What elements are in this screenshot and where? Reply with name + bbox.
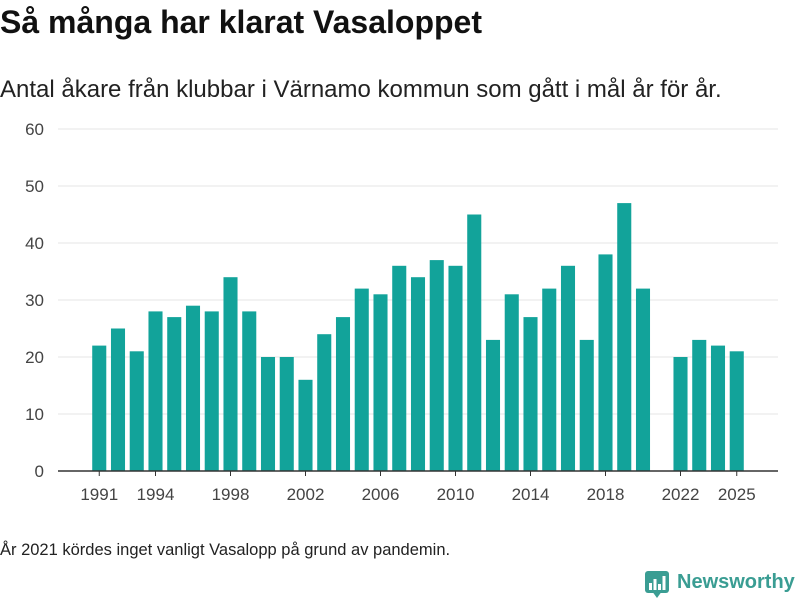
bar-2010 bbox=[448, 265, 463, 471]
y-tick-label-50: 50 bbox=[25, 177, 44, 196]
chart-footnote: År 2021 kördes inget vanligt Vasalopp på… bbox=[0, 541, 451, 559]
bar-2022 bbox=[673, 357, 688, 471]
bar-2025 bbox=[729, 351, 744, 471]
bar-2018 bbox=[598, 254, 613, 471]
x-tick-label-2025: 2025 bbox=[718, 485, 756, 504]
bar-2001 bbox=[279, 357, 294, 471]
x-tick-label-2022: 2022 bbox=[662, 485, 700, 504]
bar-1992 bbox=[110, 328, 126, 471]
bar-1995 bbox=[167, 317, 182, 471]
bar-1996 bbox=[185, 305, 201, 471]
plot-area: 0 10 20 30 40 50 60 1991 1994 1998 2002 2006 2010 201… bbox=[25, 120, 778, 504]
x-tick-label-2006: 2006 bbox=[362, 485, 400, 504]
bar-2009 bbox=[429, 260, 444, 471]
bar-2024 bbox=[710, 345, 726, 471]
bar-1998 bbox=[223, 277, 238, 471]
bar-1999 bbox=[242, 311, 257, 471]
bar-2023 bbox=[692, 339, 707, 471]
bar-2003 bbox=[317, 334, 332, 471]
bar-1994 bbox=[148, 311, 163, 471]
bar-2008 bbox=[410, 277, 426, 471]
bar-2012 bbox=[485, 339, 501, 471]
newsworthy-logo-text: Newsworthy bbox=[677, 571, 795, 593]
bar-2013 bbox=[504, 294, 519, 471]
y-tick-label-0: 0 bbox=[35, 462, 44, 481]
x-tick-label-1998: 1998 bbox=[212, 485, 250, 504]
newsworthy-bar-chart-icon bbox=[645, 571, 669, 598]
chart-title: Så många har klarat Vasaloppet bbox=[0, 4, 482, 40]
x-tick-label-2018: 2018 bbox=[587, 485, 625, 504]
bar-2020 bbox=[635, 288, 651, 471]
bar-2006 bbox=[373, 294, 388, 471]
bar-2016 bbox=[560, 265, 576, 471]
bar-2019 bbox=[617, 203, 632, 471]
x-tick-label-1994: 1994 bbox=[137, 485, 175, 504]
y-axis: 0 10 20 30 40 50 60 bbox=[25, 120, 44, 481]
bar-2005 bbox=[354, 288, 369, 471]
x-tick-label-1991: 1991 bbox=[80, 485, 118, 504]
x-axis: 1991 1994 1998 2002 2006 2010 2014 2018 2022 2025 bbox=[58, 470, 778, 504]
bar-2017 bbox=[579, 339, 594, 471]
bar-2000 bbox=[260, 357, 276, 471]
bar-2011 bbox=[467, 214, 482, 471]
y-tick-label-20: 20 bbox=[25, 348, 44, 367]
y-tick-label-30: 30 bbox=[25, 291, 44, 310]
y-tick-label-40: 40 bbox=[25, 234, 44, 253]
y-tick-label-10: 10 bbox=[25, 405, 44, 424]
x-tick-label-2002: 2002 bbox=[287, 485, 325, 504]
bar-1997 bbox=[204, 311, 219, 471]
bar-2014 bbox=[523, 317, 538, 471]
chart-subtitle: Antal åkare från klubbar i Värnamo kommu… bbox=[0, 76, 722, 103]
x-tick-label-2014: 2014 bbox=[512, 485, 550, 504]
bar-1993 bbox=[129, 351, 144, 471]
bar-2015 bbox=[542, 288, 557, 471]
bar-2007 bbox=[392, 265, 407, 471]
bar-series bbox=[92, 203, 744, 471]
bar-2002 bbox=[298, 379, 313, 471]
x-tick-label-2010: 2010 bbox=[437, 485, 475, 504]
y-tick-label-60: 60 bbox=[25, 120, 44, 139]
bar-2004 bbox=[335, 317, 351, 471]
bar-1991 bbox=[92, 345, 107, 471]
